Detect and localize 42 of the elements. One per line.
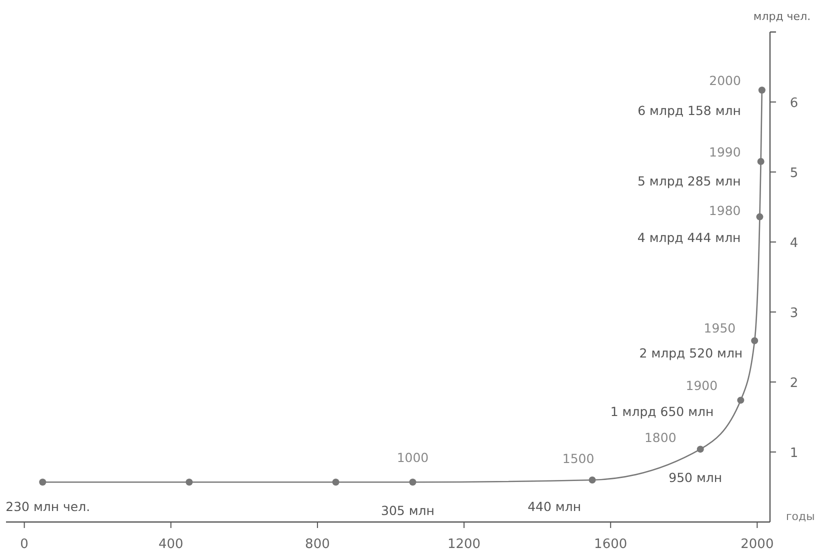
y-tick-label: 5	[790, 166, 798, 181]
annotation: 6 млрд 158 млн	[638, 103, 741, 118]
point	[39, 478, 46, 486]
point	[588, 476, 596, 484]
point	[696, 446, 704, 453]
x-tick-label: 0	[20, 537, 28, 552]
annotation: 2 млрд 520 млн	[639, 346, 743, 361]
point	[186, 478, 193, 486]
annotation: 4 млрд 444 млн	[637, 230, 741, 245]
annotation: 1950	[704, 320, 736, 336]
y-tick-label: 1	[790, 446, 798, 461]
point	[757, 158, 764, 165]
x-tick-label: 2000	[740, 537, 774, 552]
annotation: 230 млн чел.	[6, 499, 90, 514]
point	[332, 478, 340, 486]
x-axis-title: годы	[786, 510, 815, 523]
point	[751, 337, 758, 344]
y-tick-label: 6	[790, 96, 798, 111]
annotation: 950 млн	[668, 470, 722, 486]
annotation: 440 млн	[528, 499, 581, 514]
annotation: 1 млрд 650 млн	[610, 404, 714, 420]
y-tick-label: 4	[790, 236, 798, 251]
point	[756, 213, 764, 220]
x-tick-label: 400	[158, 537, 184, 552]
annotation: 1900	[686, 378, 718, 394]
point	[409, 478, 416, 486]
annotation: 1990	[709, 144, 741, 160]
annotation: 1000	[396, 450, 429, 466]
annotation: 1800	[644, 430, 676, 446]
y-tick-label: 2	[790, 376, 798, 391]
point	[758, 86, 766, 94]
x-tick-label: 1200	[447, 537, 481, 552]
y-tick-label: 3	[790, 306, 798, 321]
annotation: 1500	[562, 451, 594, 466]
point	[737, 396, 744, 404]
annotation: 2000	[709, 73, 741, 88]
annotation: 305 млн	[381, 503, 434, 518]
annotation: 1980	[708, 202, 741, 218]
annotation: 5 млрд 285 млн	[638, 174, 741, 188]
x-tick-label: 1600	[594, 537, 628, 552]
x-tick-label: 800	[305, 537, 330, 552]
y-axis-title: млрд чел.	[753, 10, 811, 23]
